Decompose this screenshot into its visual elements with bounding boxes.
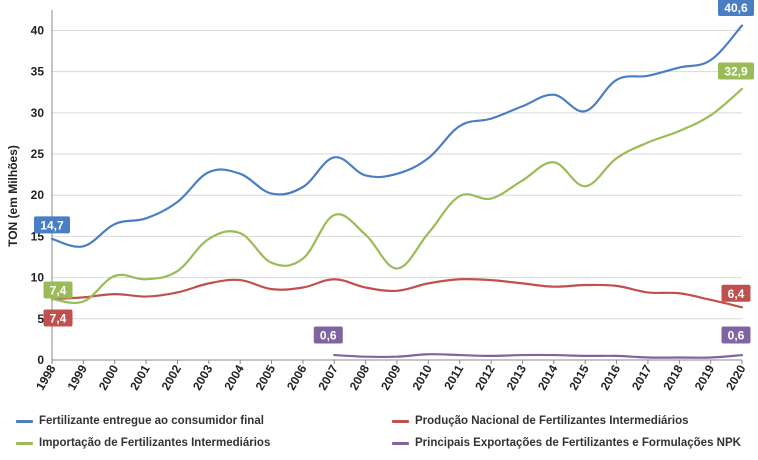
series-line-importacao bbox=[50, 87, 744, 305]
callout-label: 7,4 bbox=[50, 284, 67, 298]
callout-box bbox=[721, 284, 751, 302]
callout-label: 6,4 bbox=[728, 287, 745, 301]
x-tick-label: 2017 bbox=[629, 362, 655, 392]
x-tick-label: 2016 bbox=[598, 362, 624, 392]
data-callout: 7,4 bbox=[43, 309, 73, 327]
callout-box bbox=[34, 216, 70, 234]
x-tick-label: 2003 bbox=[190, 362, 216, 392]
legend-item-producao: Produção Nacional de Fertilizantes Inter… bbox=[392, 415, 689, 427]
legend-label: Produção Nacional de Fertilizantes Inter… bbox=[415, 415, 689, 427]
legend-item-fertilizante: Fertilizante entregue ao consumidor fina… bbox=[16, 415, 264, 427]
x-tick-label: 1999 bbox=[64, 362, 90, 392]
x-tick-label: 2005 bbox=[253, 362, 279, 392]
callout-box bbox=[43, 309, 73, 327]
x-tick-label: 2009 bbox=[378, 362, 404, 392]
callout-box bbox=[313, 326, 343, 344]
x-tick-label: 2008 bbox=[347, 362, 373, 392]
legend-item-importacao: Importação de Fertilizantes Intermediári… bbox=[16, 437, 270, 449]
y-tick-label: 0 bbox=[37, 353, 44, 367]
callout-box bbox=[718, 62, 754, 80]
data-callout: 32,9 bbox=[718, 62, 754, 80]
legend-label: Fertilizante entregue ao consumidor fina… bbox=[39, 415, 264, 427]
x-tick-labels: 1998 1999 2000 2001 2002 2003 2004 2005 2006 2007… bbox=[33, 360, 749, 393]
callout-label: 0,6 bbox=[728, 329, 745, 343]
series-lines bbox=[50, 24, 744, 359]
callout-label: 14,7 bbox=[40, 218, 64, 232]
data-callout: 6,4 bbox=[721, 284, 751, 302]
legend-item-exportacoes: Principais Exportações de Fertilizantes … bbox=[392, 437, 741, 449]
data-callout: 0,6 bbox=[313, 326, 343, 344]
data-callout: 0,6 bbox=[721, 326, 751, 344]
series-line-fertilizante bbox=[50, 24, 744, 248]
x-tick-label: 2010 bbox=[409, 362, 435, 392]
callout-label: 0,6 bbox=[320, 329, 337, 343]
series-line-producao bbox=[50, 277, 744, 309]
x-tick-label: 2006 bbox=[284, 362, 310, 392]
y-tick-label: 20 bbox=[31, 188, 45, 202]
data-callouts: 14,7 40,6 7,4 32,9 7,4 6,4 0,6 0,6 bbox=[34, 0, 754, 344]
data-callout: 40,6 bbox=[718, 0, 754, 17]
x-tick-label: 2000 bbox=[96, 362, 122, 392]
x-tick-label: 2007 bbox=[315, 362, 341, 392]
grid-lines bbox=[52, 29, 742, 320]
callout-label: 40,6 bbox=[724, 1, 748, 15]
y-axis-label: TON (em Milhões) bbox=[6, 145, 20, 247]
data-callout: 7,4 bbox=[43, 281, 73, 299]
x-tick-label: 2018 bbox=[660, 362, 686, 392]
y-tick-label: 25 bbox=[31, 147, 45, 161]
x-tick-label: 2014 bbox=[535, 362, 561, 392]
callout-label: 7,4 bbox=[50, 312, 67, 326]
x-tick-label: 2015 bbox=[566, 362, 592, 392]
legend-swatch-blue bbox=[16, 419, 33, 423]
x-tick-label: 2004 bbox=[221, 362, 247, 392]
legend-swatch-purple bbox=[392, 441, 409, 445]
callout-box bbox=[721, 326, 751, 344]
x-tick-label: 2020 bbox=[723, 362, 749, 392]
legend-swatch-red bbox=[392, 419, 409, 423]
axes bbox=[51, 10, 742, 361]
x-tick-label: 2001 bbox=[127, 362, 153, 392]
series-line-exportacoes bbox=[333, 353, 744, 359]
legend-label: Importação de Fertilizantes Intermediári… bbox=[39, 437, 271, 449]
callout-box bbox=[43, 281, 73, 299]
legend-label: Principais Exportações de Fertilizantes … bbox=[415, 437, 741, 449]
y-tick-label: 30 bbox=[31, 106, 45, 120]
y-tick-label: 40 bbox=[31, 23, 45, 37]
x-tick-label: 2019 bbox=[692, 362, 718, 392]
x-tick-label: 2011 bbox=[441, 362, 466, 392]
x-tick-label: 2012 bbox=[472, 362, 498, 392]
y-tick-label: 5 bbox=[37, 312, 44, 326]
callout-box bbox=[718, 0, 754, 17]
data-callout: 14,7 bbox=[34, 216, 70, 234]
y-tick-label: 10 bbox=[31, 271, 45, 285]
y-tick-label: 35 bbox=[31, 65, 45, 79]
x-tick-label: 2013 bbox=[504, 362, 530, 392]
x-tick-label: 2002 bbox=[159, 362, 185, 392]
legend: Fertilizante entregue ao consumidor fina… bbox=[0, 408, 758, 460]
legend-swatch-green bbox=[16, 441, 33, 445]
callout-label: 32,9 bbox=[724, 64, 748, 78]
